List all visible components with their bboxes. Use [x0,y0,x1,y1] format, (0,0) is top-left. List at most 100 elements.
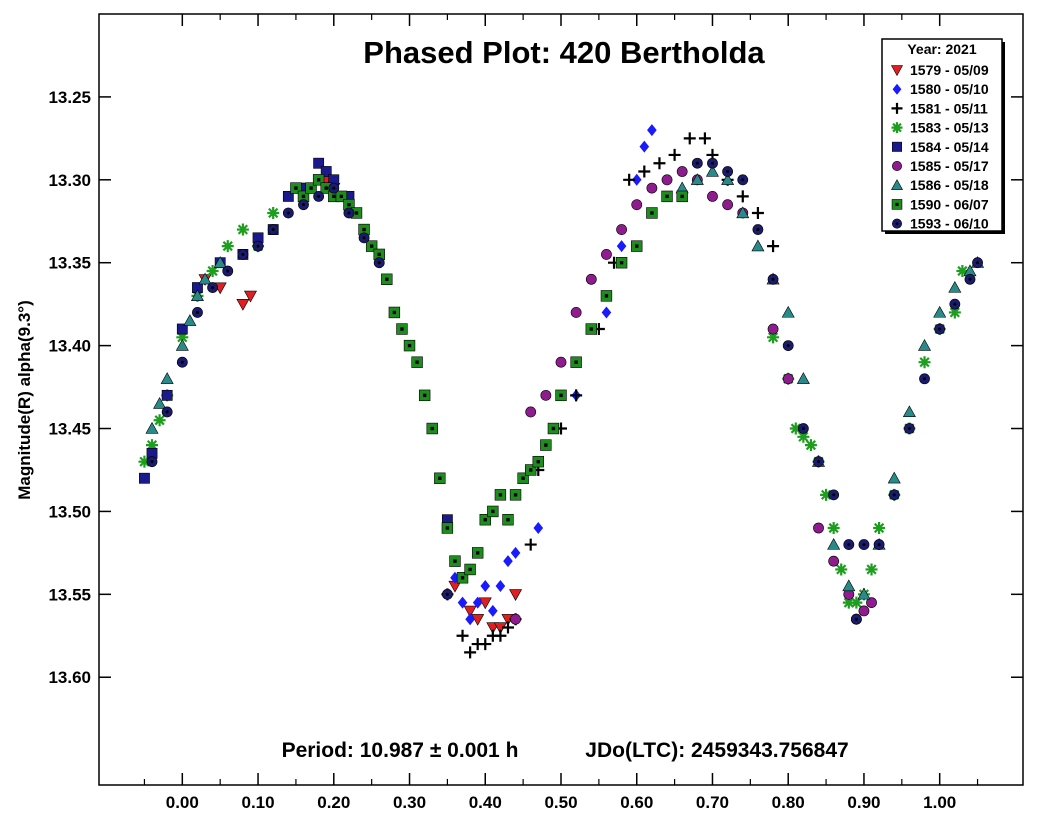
marker-center [976,261,980,265]
marker-center [407,343,412,348]
legend-box [881,38,1003,232]
marker-center [536,459,540,464]
legend-entry: 1579 - 05/09 [890,62,989,78]
data-point [381,273,393,285]
data-point [661,174,673,186]
data-point [236,299,250,311]
data-point [653,157,666,170]
data-point [540,439,552,451]
legend-entry: 1585 - 05/17 [892,158,989,174]
data-point [396,323,408,335]
legend-label: 1583 - 05/13 [910,120,989,136]
marker-center [415,360,419,364]
data-point [298,199,309,211]
data-point [918,356,931,369]
marker-center [332,194,336,199]
marker-center [377,252,381,257]
data-point [555,389,567,402]
data-point [510,613,521,625]
data-point [478,597,492,610]
data-point [441,588,453,600]
marker-center [710,161,714,165]
data-point [501,621,514,634]
data-point [813,522,824,534]
chart-title: Phased Plot: 420 Bertholda [363,35,765,70]
data-point [555,356,567,368]
data-point [601,249,612,260]
data-point [933,305,947,318]
data-point [698,132,711,145]
data-point [139,472,150,484]
data-point [532,455,544,468]
legend-entry: 1584 - 05/14 [892,139,989,155]
series-5 [510,166,877,625]
data-point [647,124,657,137]
data-point [631,199,643,211]
data-point [510,546,521,559]
data-point [683,132,696,145]
data-point [858,605,870,617]
legend-marker [892,83,902,95]
marker-center [476,551,480,555]
data-point [616,224,627,235]
marker-center [574,360,578,364]
legend-marker [891,199,903,210]
data-point [948,280,962,293]
data-point [449,555,461,567]
marker-center [286,211,290,215]
marker-center [938,327,942,331]
marker-center [953,302,957,306]
marker-center [271,228,275,232]
marker-center [559,393,563,398]
legend-marker [891,122,903,134]
data-point [964,273,976,285]
marker-center [211,286,215,290]
data-point [464,563,476,576]
data-point [888,489,900,501]
data-point [638,165,651,178]
data-point [441,522,454,534]
data-point [176,331,189,344]
data-point [403,339,416,352]
data-point [146,439,159,452]
legend-label: 1581 - 05/11 [910,100,988,116]
data-point [388,306,401,319]
data-point [305,182,317,194]
data-point [547,422,560,435]
data-point [243,290,257,303]
marker-center [369,244,374,248]
marker-center [491,509,495,514]
marker-center [294,186,298,190]
data-point [705,164,719,177]
data-point [236,223,249,236]
legend-entry: 1590 - 06/07 [891,196,989,212]
data-point [525,464,537,476]
data-point [335,190,348,203]
marker-center [195,310,199,314]
data-point [267,224,279,235]
data-point [690,173,704,185]
marker-center [551,426,556,431]
legend-entry: 1583 - 05/13 [891,120,989,136]
marker-center [847,543,851,547]
data-point [153,397,167,409]
data-point [828,555,840,567]
data-point [631,240,643,252]
legend-entry: 1581 - 05/11 [891,100,988,116]
data-point [145,421,159,434]
data-point [827,537,841,550]
data-point [752,224,764,235]
marker-center [301,203,305,207]
x-tick-label: 0.40 [469,793,502,812]
data-point [707,157,718,169]
data-point [570,307,582,318]
marker-center [786,344,790,348]
data-point [343,207,355,219]
marker-center [445,592,449,596]
marker-center [445,526,450,530]
marker-center [771,277,775,281]
data-point [827,522,840,534]
marker-center [695,161,699,165]
data-point [192,307,203,318]
marker-center [862,543,866,547]
